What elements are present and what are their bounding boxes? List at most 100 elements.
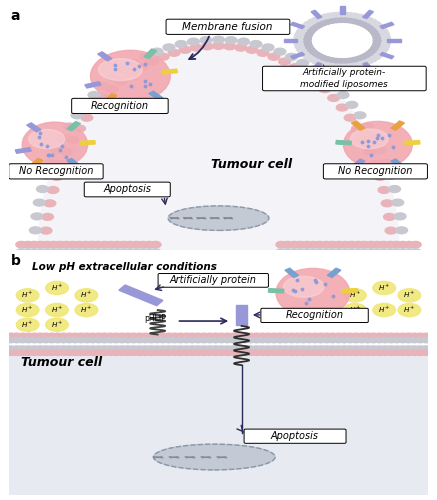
- Text: $H^+$: $H^+$: [378, 305, 391, 315]
- Circle shape: [29, 249, 40, 255]
- Text: $H^+$: $H^+$: [21, 305, 34, 315]
- Circle shape: [392, 199, 404, 206]
- Polygon shape: [119, 285, 163, 306]
- Circle shape: [398, 346, 408, 352]
- Circle shape: [369, 333, 378, 339]
- Circle shape: [135, 337, 144, 342]
- Circle shape: [374, 174, 386, 180]
- Polygon shape: [351, 159, 365, 168]
- Circle shape: [35, 350, 45, 356]
- Polygon shape: [162, 69, 177, 74]
- Circle shape: [82, 333, 92, 339]
- Circle shape: [386, 350, 396, 356]
- Circle shape: [375, 52, 383, 57]
- Circle shape: [308, 66, 319, 73]
- Circle shape: [347, 18, 354, 23]
- Circle shape: [304, 346, 314, 352]
- Ellipse shape: [350, 129, 388, 148]
- Circle shape: [351, 20, 358, 24]
- Circle shape: [398, 350, 408, 356]
- Circle shape: [333, 350, 343, 356]
- Circle shape: [368, 56, 377, 62]
- Circle shape: [274, 48, 286, 55]
- Circle shape: [318, 74, 329, 81]
- Circle shape: [316, 16, 325, 21]
- Circle shape: [301, 24, 310, 29]
- Circle shape: [316, 23, 323, 27]
- Circle shape: [12, 346, 21, 352]
- Circle shape: [29, 337, 39, 342]
- Circle shape: [187, 333, 197, 339]
- Circle shape: [352, 125, 363, 132]
- Circle shape: [37, 186, 48, 192]
- Circle shape: [234, 346, 244, 352]
- Circle shape: [264, 333, 273, 339]
- Circle shape: [107, 86, 118, 92]
- Circle shape: [55, 160, 67, 168]
- Polygon shape: [149, 92, 163, 100]
- Circle shape: [117, 350, 127, 356]
- Circle shape: [340, 64, 349, 69]
- Circle shape: [377, 50, 386, 54]
- Circle shape: [304, 22, 313, 26]
- Circle shape: [94, 337, 104, 342]
- Circle shape: [336, 104, 348, 111]
- Polygon shape: [104, 94, 117, 103]
- Polygon shape: [268, 288, 284, 293]
- Text: Apoptosis: Apoptosis: [271, 431, 319, 441]
- Circle shape: [368, 28, 376, 32]
- Circle shape: [385, 227, 397, 234]
- Circle shape: [61, 242, 72, 248]
- Circle shape: [86, 249, 97, 255]
- Circle shape: [397, 242, 408, 248]
- Circle shape: [176, 350, 185, 356]
- Circle shape: [168, 50, 180, 56]
- Circle shape: [45, 318, 68, 332]
- Circle shape: [310, 27, 317, 31]
- Circle shape: [307, 29, 315, 34]
- Circle shape: [325, 62, 334, 68]
- Circle shape: [281, 346, 291, 352]
- Circle shape: [61, 148, 73, 156]
- Circle shape: [217, 333, 226, 339]
- Circle shape: [187, 346, 197, 352]
- Circle shape: [16, 304, 39, 316]
- Circle shape: [324, 57, 331, 61]
- Circle shape: [213, 42, 224, 50]
- Polygon shape: [80, 140, 95, 145]
- Circle shape: [316, 54, 323, 58]
- Circle shape: [118, 66, 129, 73]
- Circle shape: [199, 333, 209, 339]
- Circle shape: [375, 24, 383, 29]
- Circle shape: [164, 337, 173, 342]
- Circle shape: [45, 160, 57, 166]
- Text: b: b: [11, 254, 21, 268]
- Circle shape: [312, 18, 320, 22]
- Circle shape: [304, 34, 312, 38]
- Circle shape: [355, 56, 363, 60]
- Circle shape: [82, 350, 92, 356]
- Circle shape: [391, 242, 402, 248]
- Circle shape: [146, 346, 156, 352]
- Circle shape: [199, 346, 209, 352]
- Circle shape: [416, 350, 425, 356]
- Circle shape: [421, 346, 431, 352]
- Circle shape: [117, 337, 127, 342]
- Ellipse shape: [283, 276, 324, 297]
- Circle shape: [94, 350, 104, 356]
- Circle shape: [330, 64, 339, 68]
- Circle shape: [228, 346, 238, 352]
- Polygon shape: [391, 159, 404, 168]
- Circle shape: [392, 333, 402, 339]
- Polygon shape: [291, 22, 305, 28]
- Circle shape: [152, 350, 162, 356]
- Circle shape: [281, 337, 291, 342]
- Circle shape: [325, 14, 334, 18]
- Circle shape: [181, 333, 191, 339]
- Circle shape: [211, 346, 220, 352]
- Polygon shape: [67, 122, 80, 131]
- Circle shape: [129, 346, 139, 352]
- Circle shape: [385, 172, 396, 179]
- Text: Tumour cell: Tumour cell: [21, 356, 102, 369]
- Circle shape: [47, 346, 57, 352]
